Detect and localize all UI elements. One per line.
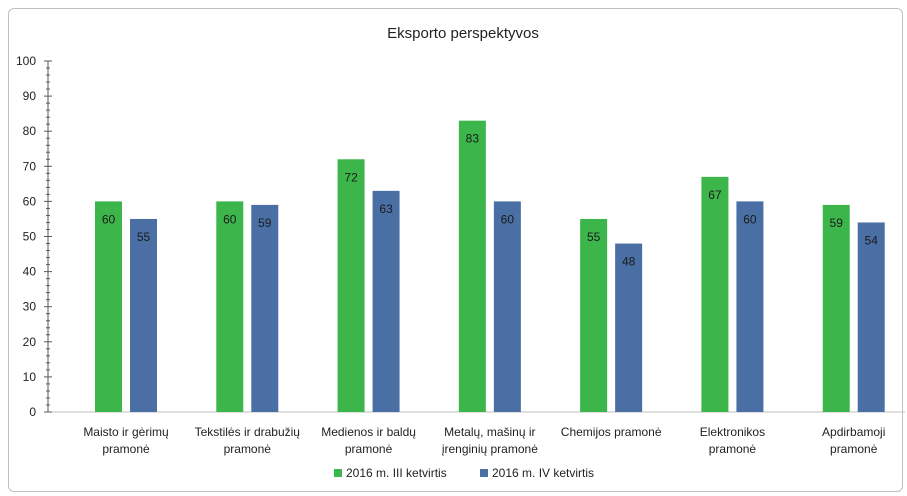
x-category-label: pramonė [709, 442, 757, 456]
bar-value-label: 60 [743, 212, 757, 226]
bar [95, 201, 122, 412]
category-labels: Maisto ir gėrimų pramonė Tekstilės ir drab… [83, 425, 885, 456]
y-tick-label: 90 [23, 89, 37, 103]
x-category-label: pramonė [102, 442, 150, 456]
legend-item: 2016 m. III ketvirtis [334, 466, 447, 480]
bars: 60 55 60 59 72 63 83 60 55 48 67 60 59 54 [95, 120, 885, 413]
bar [493, 201, 521, 412]
bar [736, 201, 764, 412]
bar [130, 218, 157, 412]
bar [337, 159, 365, 412]
x-category-label: pramonė [224, 442, 272, 456]
x-category-label: Maisto ir gėrimų [83, 425, 169, 439]
y-tick-label: 0 [29, 405, 36, 419]
y-tick-label: 40 [23, 265, 37, 279]
bar-value-label: 55 [587, 230, 601, 244]
bar-value-label: 60 [102, 212, 116, 226]
x-category-label: Medienos ir baldų [321, 425, 416, 439]
bar [857, 222, 885, 412]
legend-swatch [480, 469, 488, 477]
y-tick-label: 50 [23, 230, 37, 244]
bar-value-label: 54 [865, 233, 879, 247]
y-tick-label: 100 [16, 54, 36, 68]
x-category-label: pramonė [830, 442, 878, 456]
x-category-label: pramonė [345, 442, 393, 456]
x-category-label: Metalų, mašinų ir [444, 425, 535, 439]
bar [615, 243, 643, 412]
legend: 2016 m. III ketvirtis 2016 m. IV ketvirti… [334, 466, 594, 480]
bar [822, 204, 850, 412]
bar-value-label: 67 [708, 188, 722, 202]
x-category-label: Chemijos pramonė [561, 425, 662, 439]
bar [372, 190, 400, 412]
y-tick-label: 30 [23, 300, 37, 314]
bar-value-label: 72 [344, 170, 358, 184]
bar [458, 120, 486, 413]
bar-value-label: 59 [830, 216, 844, 230]
legend-label: 2016 m. IV ketvirtis [492, 466, 594, 480]
bar [580, 218, 608, 412]
bar-value-label: 60 [223, 212, 237, 226]
bar-value-label: 55 [137, 230, 151, 244]
legend-label: 2016 m. III ketvirtis [346, 466, 447, 480]
x-category-label: Apdirbamoji [822, 425, 885, 439]
bar-value-label: 59 [258, 216, 272, 230]
bar-value-label: 48 [622, 255, 636, 269]
chart-title: Eksporto perspektyvos [387, 25, 539, 42]
legend-swatch [334, 469, 342, 477]
legend-item: 2016 m. IV ketvirtis [480, 466, 594, 480]
y-tick-label: 20 [23, 335, 37, 349]
bar [216, 201, 244, 412]
y-tick-label: 10 [23, 370, 37, 384]
x-category-label: įrenginių pramonė [442, 442, 538, 456]
bar-value-label: 83 [466, 132, 480, 146]
y-tick-label: 60 [23, 194, 37, 208]
bar [251, 204, 279, 412]
y-tick-label: 70 [23, 159, 37, 173]
bar-value-label: 60 [501, 212, 515, 226]
bar [701, 176, 729, 412]
y-tick-label: 80 [23, 124, 37, 138]
x-category-label: Elektronikos [700, 425, 765, 439]
x-category-label: Tekstilės ir drabužių [195, 425, 301, 439]
bar-value-label: 63 [379, 202, 393, 216]
